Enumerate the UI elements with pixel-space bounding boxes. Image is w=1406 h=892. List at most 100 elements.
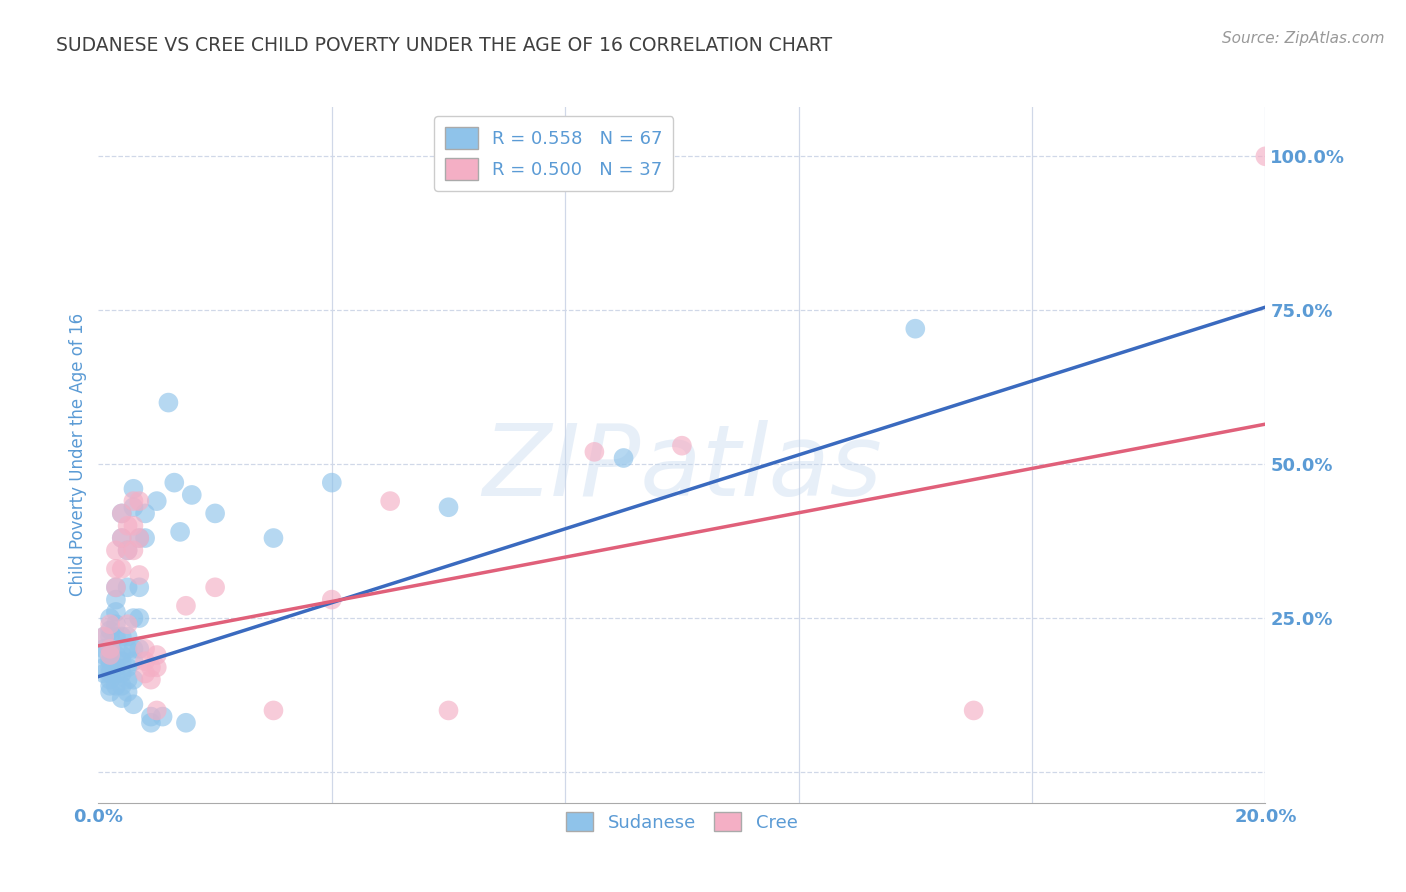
Point — [98, 685, 121, 699]
Point — [117, 617, 139, 632]
Point — [117, 630, 139, 644]
Point — [128, 494, 150, 508]
Point — [111, 531, 134, 545]
Point — [104, 543, 127, 558]
Point — [169, 524, 191, 539]
Point — [321, 592, 343, 607]
Point — [180, 488, 202, 502]
Point — [104, 562, 127, 576]
Point — [152, 709, 174, 723]
Point — [122, 641, 145, 656]
Point — [98, 666, 121, 681]
Point — [117, 543, 139, 558]
Legend: Sudanese, Cree: Sudanese, Cree — [560, 805, 804, 839]
Point — [93, 648, 115, 662]
Point — [128, 531, 150, 545]
Point — [98, 611, 121, 625]
Point — [104, 592, 127, 607]
Point — [93, 630, 115, 644]
Point — [128, 641, 150, 656]
Point — [128, 580, 150, 594]
Point — [117, 580, 139, 594]
Point — [98, 641, 121, 656]
Point — [111, 630, 134, 644]
Point — [134, 654, 156, 668]
Point — [93, 641, 115, 656]
Point — [98, 673, 121, 687]
Point — [146, 494, 169, 508]
Point — [262, 703, 284, 717]
Point — [139, 709, 162, 723]
Point — [111, 666, 134, 681]
Point — [157, 395, 180, 409]
Point — [134, 507, 156, 521]
Point — [174, 599, 197, 613]
Point — [612, 450, 634, 465]
Point — [122, 673, 145, 687]
Point — [122, 543, 145, 558]
Point — [128, 611, 150, 625]
Point — [104, 666, 127, 681]
Point — [122, 518, 145, 533]
Point — [204, 580, 226, 594]
Point — [104, 648, 127, 662]
Point — [671, 439, 693, 453]
Y-axis label: Child Poverty Under the Age of 16: Child Poverty Under the Age of 16 — [69, 313, 87, 597]
Point — [904, 321, 927, 335]
Point — [98, 648, 121, 662]
Point — [122, 500, 145, 515]
Point — [134, 641, 156, 656]
Text: SUDANESE VS CREE CHILD POVERTY UNDER THE AGE OF 16 CORRELATION CHART: SUDANESE VS CREE CHILD POVERTY UNDER THE… — [56, 36, 832, 54]
Point — [122, 654, 145, 668]
Point — [98, 660, 121, 674]
Point — [117, 543, 139, 558]
Point — [111, 691, 134, 706]
Point — [117, 685, 139, 699]
Point — [111, 562, 134, 576]
Point — [117, 518, 139, 533]
Point — [174, 715, 197, 730]
Point — [134, 666, 156, 681]
Point — [321, 475, 343, 490]
Point — [122, 494, 145, 508]
Point — [262, 531, 284, 545]
Point — [93, 630, 115, 644]
Point — [146, 703, 169, 717]
Point — [104, 580, 127, 594]
Point — [117, 673, 139, 687]
Point — [146, 648, 169, 662]
Point — [104, 679, 127, 693]
Point — [98, 641, 121, 656]
Point — [583, 445, 606, 459]
Text: Source: ZipAtlas.com: Source: ZipAtlas.com — [1222, 31, 1385, 46]
Point — [98, 617, 121, 632]
Point — [98, 679, 121, 693]
Point — [139, 660, 162, 674]
Point — [111, 648, 134, 662]
Point — [204, 507, 226, 521]
Point — [1254, 149, 1277, 163]
Point — [437, 703, 460, 717]
Point — [111, 531, 134, 545]
Point — [93, 666, 115, 681]
Point — [962, 703, 984, 717]
Point — [128, 531, 150, 545]
Point — [128, 568, 150, 582]
Point — [104, 630, 127, 644]
Point — [93, 660, 115, 674]
Point — [98, 654, 121, 668]
Point — [134, 531, 156, 545]
Point — [122, 698, 145, 712]
Point — [111, 654, 134, 668]
Point — [163, 475, 186, 490]
Point — [98, 630, 121, 644]
Point — [139, 673, 162, 687]
Point — [104, 580, 127, 594]
Point — [437, 500, 460, 515]
Point — [104, 617, 127, 632]
Point — [111, 507, 134, 521]
Point — [111, 679, 134, 693]
Point — [104, 605, 127, 619]
Point — [122, 482, 145, 496]
Text: ZIPatlas: ZIPatlas — [482, 420, 882, 517]
